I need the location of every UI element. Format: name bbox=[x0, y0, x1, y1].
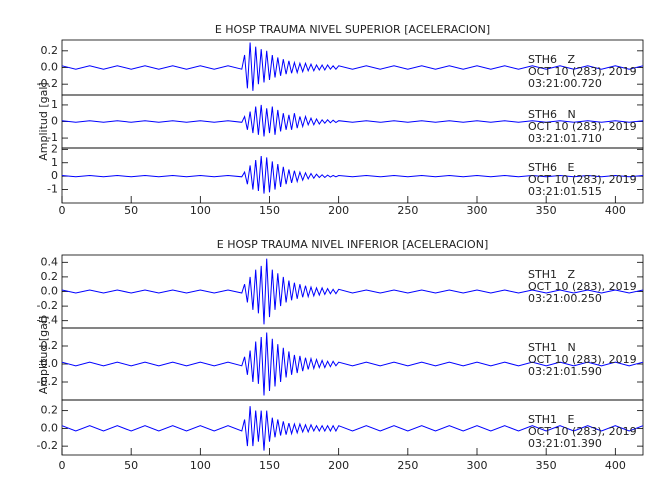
date-label: OCT 10 (283), 2019 bbox=[528, 120, 637, 133]
y-tick-label: 0.2 bbox=[41, 339, 59, 352]
station-label: STH1 N bbox=[528, 341, 576, 354]
x-tick-label: 150 bbox=[259, 204, 280, 217]
y-tick-label: -0.2 bbox=[37, 299, 58, 312]
y-tick-label: 0 bbox=[51, 169, 58, 182]
date-label: OCT 10 (283), 2019 bbox=[528, 353, 637, 366]
y-tick-label: 0.0 bbox=[41, 357, 59, 370]
waveform bbox=[61, 155, 644, 194]
y-tick-label: 0.0 bbox=[41, 61, 59, 74]
date-label: OCT 10 (283), 2019 bbox=[528, 280, 637, 293]
y-tick-label: -0.2 bbox=[37, 439, 58, 452]
x-tick-label: 50 bbox=[124, 204, 138, 217]
x-tick-label: 100 bbox=[190, 204, 211, 217]
y-tick-label: -0.4 bbox=[37, 314, 58, 327]
x-tick-label: 300 bbox=[467, 204, 488, 217]
x-tick-label: 400 bbox=[605, 459, 626, 472]
y-tick-label: 2 bbox=[51, 142, 58, 155]
x-tick-label: 0 bbox=[59, 204, 66, 217]
time-label: 03:21:01.515 bbox=[528, 185, 602, 198]
date-label: OCT 10 (283), 2019 bbox=[528, 173, 637, 186]
x-tick-label: 200 bbox=[328, 459, 349, 472]
x-tick-label: 0 bbox=[59, 459, 66, 472]
y-tick-label: -0.2 bbox=[37, 77, 58, 90]
x-tick-label: 50 bbox=[124, 459, 138, 472]
station-label: STH6 N bbox=[528, 108, 576, 121]
y-tick-label: 0.2 bbox=[41, 270, 59, 283]
time-label: 03:21:00.250 bbox=[528, 292, 602, 305]
station-label: STH1 Z bbox=[528, 268, 575, 281]
station-label: STH6 Z bbox=[528, 53, 575, 66]
time-label: 03:21:01.710 bbox=[528, 132, 602, 145]
time-label: 03:21:01.390 bbox=[528, 437, 602, 450]
x-tick-label: 250 bbox=[397, 459, 418, 472]
x-tick-label: 350 bbox=[536, 204, 557, 217]
x-tick-label: 100 bbox=[190, 459, 211, 472]
date-label: OCT 10 (283), 2019 bbox=[528, 65, 637, 78]
date-label: OCT 10 (283), 2019 bbox=[528, 425, 637, 438]
y-tick-label: -0.2 bbox=[37, 375, 58, 388]
y-tick-label: 1 bbox=[51, 98, 58, 111]
y-tick-label: 0.0 bbox=[41, 285, 59, 298]
station-label: STH1 E bbox=[528, 413, 574, 426]
x-tick-label: 350 bbox=[536, 459, 557, 472]
x-tick-label: 250 bbox=[397, 204, 418, 217]
y-tick-label: 0.2 bbox=[41, 404, 59, 417]
chart-title: E HOSP TRAUMA NIVEL SUPERIOR [ACELERACIO… bbox=[215, 23, 490, 36]
x-tick-label: 400 bbox=[605, 204, 626, 217]
panel-frame bbox=[61, 399, 644, 456]
x-tick-label: 300 bbox=[467, 459, 488, 472]
y-tick-label: 0.2 bbox=[41, 44, 59, 57]
y-axis-label: Amplitud [gal] bbox=[37, 82, 50, 160]
waveform bbox=[61, 42, 644, 91]
chart-title: E HOSP TRAUMA NIVEL INFERIOR [ACELERACIO… bbox=[217, 238, 488, 251]
time-label: 03:21:01.590 bbox=[528, 365, 602, 378]
x-tick-label: 150 bbox=[259, 459, 280, 472]
y-tick-label: 0.4 bbox=[41, 255, 59, 268]
y-tick-label: -1 bbox=[47, 183, 58, 196]
station-label: STH6 E bbox=[528, 161, 574, 174]
waveform bbox=[61, 406, 644, 451]
y-tick-label: 1 bbox=[51, 156, 58, 169]
waveform bbox=[61, 258, 644, 325]
y-axis-label: Amplitud [gal] bbox=[37, 316, 50, 394]
waveform bbox=[61, 332, 644, 396]
y-tick-label: 0.0 bbox=[41, 421, 59, 434]
waveform bbox=[61, 104, 644, 137]
time-label: 03:21:00.720 bbox=[528, 77, 602, 90]
y-tick-label: 0 bbox=[51, 115, 58, 128]
y-tick-label: -1 bbox=[47, 131, 58, 144]
x-tick-label: 200 bbox=[328, 204, 349, 217]
